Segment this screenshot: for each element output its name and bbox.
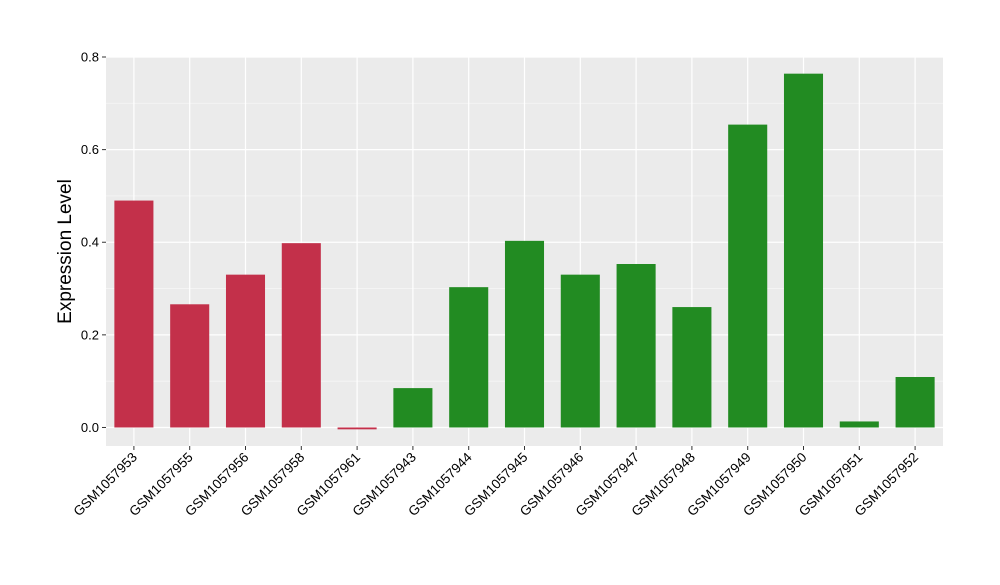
bars bbox=[114, 73, 935, 430]
bar-GSM1057955 bbox=[170, 304, 210, 428]
bar-GSM1057946 bbox=[560, 274, 600, 428]
y-axis-label: Expression Level bbox=[55, 179, 76, 324]
bar-GSM1057948 bbox=[672, 307, 712, 428]
bar-GSM1057961 bbox=[337, 427, 377, 430]
x-axis: GSM1057953GSM1057955GSM1057956GSM1057958… bbox=[71, 446, 921, 519]
bar-GSM1057947 bbox=[616, 264, 656, 428]
bar-GSM1057956 bbox=[225, 274, 266, 428]
y-tick-label: 0.6 bbox=[81, 142, 99, 157]
bar-GSM1057951 bbox=[839, 421, 879, 428]
y-tick-label: 0.4 bbox=[81, 235, 99, 250]
bar-GSM1057943 bbox=[393, 388, 433, 428]
bar-GSM1057949 bbox=[728, 124, 768, 428]
bar-GSM1057958 bbox=[281, 243, 321, 428]
bar-GSM1057953 bbox=[114, 200, 154, 428]
y-axis: 0.0 0.2 0.4 0.6 0.8 bbox=[81, 50, 106, 435]
y-tick-label: 0.0 bbox=[81, 420, 99, 435]
bar-GSM1057945 bbox=[504, 240, 545, 428]
bar-GSM1057950 bbox=[783, 73, 824, 428]
bar-GSM1057952 bbox=[895, 376, 935, 428]
y-tick-label: 0.2 bbox=[81, 327, 99, 342]
y-tick-label: 0.8 bbox=[81, 50, 99, 65]
bar-GSM1057944 bbox=[449, 287, 489, 428]
